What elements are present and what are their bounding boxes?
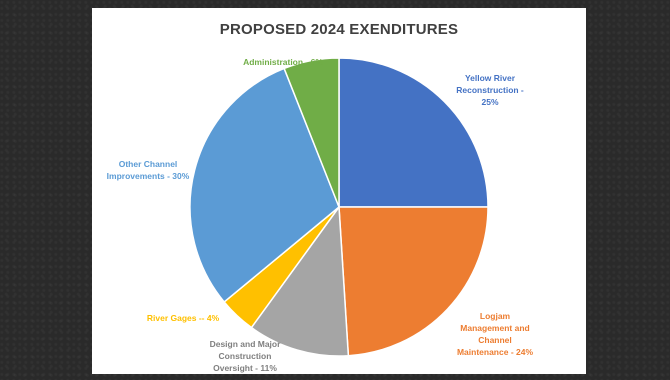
pie-slice-1	[338, 206, 489, 357]
chart-title: PROPOSED 2024 EXENDITURES	[219, 21, 459, 38]
pie-chart	[189, 57, 489, 357]
slice-label-gages: River Gages -- 4%	[146, 313, 220, 323]
slice-label-other: Other Channel Improvements - 30%	[106, 159, 190, 181]
slice-label-design: Design and Major Construction Oversight …	[209, 339, 281, 373]
slice-label-yellow-river: Yellow River Reconstruction - 25%	[456, 73, 524, 107]
slice-label-logjam: Logjam Management and Channel Maintenanc…	[456, 311, 534, 357]
chart-slide: PROPOSED 2024 EXENDITURES Yellow River R…	[92, 8, 586, 374]
pie-slice-2	[250, 204, 350, 357]
pie-slice-0	[338, 57, 489, 208]
pie-slice-4	[189, 67, 340, 304]
pie-slice-5	[283, 57, 340, 208]
slice-label-admin: Administration - 6%	[243, 57, 323, 67]
